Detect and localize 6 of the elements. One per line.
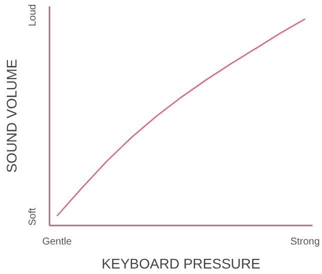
text: Soft	[28, 208, 38, 226]
x-tick-label: Gentle	[42, 236, 72, 248]
x-axis-title: KEYBOARD PRESSURE	[102, 256, 260, 272]
x-tick-label: Strong	[290, 236, 320, 248]
text: Loud	[28, 4, 38, 26]
y-axis-title: SOUND VOLUME	[4, 59, 20, 173]
